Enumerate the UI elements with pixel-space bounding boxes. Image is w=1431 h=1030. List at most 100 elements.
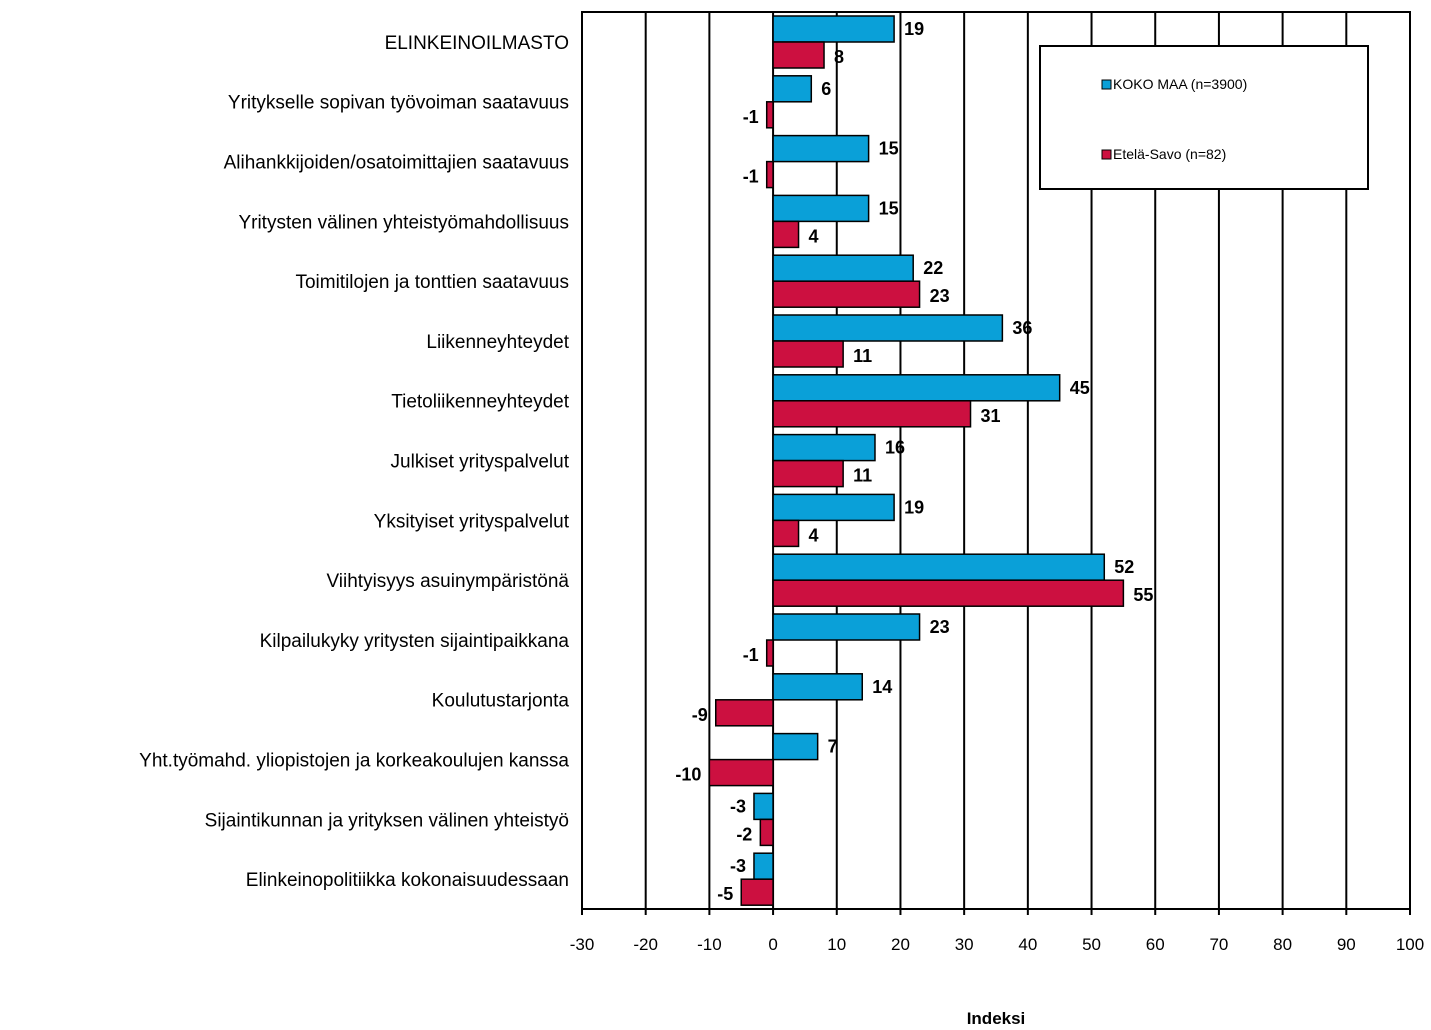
data-label: 16 [885, 438, 905, 458]
category-label: Koulutustarjonta [432, 691, 570, 712]
bar [753, 792, 774, 821]
legend-box [1039, 45, 1369, 190]
bar [772, 519, 800, 548]
data-label: 15 [879, 139, 899, 159]
data-label: 19 [904, 497, 924, 517]
category-label: Toimitilojen ja tonttien saatavuus [295, 272, 569, 293]
data-label: 45 [1070, 378, 1090, 398]
data-label: -3 [730, 796, 746, 816]
legend-label-etela-savo: Etelä-Savo (n=82) [1113, 146, 1226, 162]
data-label: -2 [736, 824, 752, 844]
data-label: -1 [743, 107, 759, 127]
category-labels: ELINKEINOILMASTO Yritykselle sopivan työv… [139, 33, 570, 891]
data-label: 15 [879, 198, 899, 218]
bar [772, 220, 800, 249]
data-label: 4 [809, 226, 819, 246]
category-label: Viihtyisyys asuinympäristönä [326, 571, 569, 592]
data-label: 7 [828, 737, 838, 757]
bar [772, 459, 844, 488]
x-tick-label: 80 [1273, 935, 1292, 954]
bar [765, 101, 774, 129]
bar [772, 314, 1004, 342]
bar [772, 280, 921, 308]
data-label: 31 [981, 406, 1001, 426]
category-label: Sijaintikunnan ja yrityksen välinen yhte… [205, 810, 569, 831]
data-label: -1 [743, 167, 759, 187]
data-labels: 19 6 15 15 22 36 45 16 19 52 23 14 7 -3 -3 8 -1 -1 4 23 11 31… [675, 19, 1153, 904]
x-tick-label: 0 [768, 935, 777, 954]
bar [708, 758, 774, 787]
category-label: Yht.työmahd. yliopistojen ja korkeakoulu… [139, 751, 569, 772]
x-tick-label: 60 [1146, 935, 1165, 954]
bar [772, 75, 813, 103]
category-label: Kilpailukyky yritysten sijaintipaikkana [260, 631, 570, 652]
bar [772, 134, 870, 163]
x-tick-label: 100 [1396, 935, 1424, 954]
bar [765, 639, 774, 667]
data-label: -3 [730, 856, 746, 876]
bars [708, 15, 1125, 906]
bar [753, 852, 774, 880]
bar [759, 818, 774, 847]
category-label: Yksityiset yrityspalvelut [374, 511, 570, 532]
legend-swatch-etela-savo [1101, 149, 1112, 160]
bar [740, 878, 774, 906]
x-tick-label: -10 [697, 935, 722, 954]
x-tick-label: -20 [633, 935, 658, 954]
bar [772, 732, 819, 761]
bar [772, 194, 870, 223]
data-label: 4 [809, 525, 819, 545]
x-tick-labels: -30 -20 -10 0 10 20 30 40 50 60 70 80 90 100 [570, 935, 1424, 954]
x-tick-label: 50 [1082, 935, 1101, 954]
x-tick-label: 20 [891, 935, 910, 954]
data-label: 23 [930, 617, 950, 637]
category-label: Julkiset yrityspalvelut [391, 452, 570, 473]
bar [772, 374, 1061, 402]
data-label: 11 [853, 346, 872, 366]
x-tick-label: 30 [955, 935, 974, 954]
data-label: 14 [872, 677, 892, 697]
bar [715, 699, 774, 727]
category-label: Tietoliikenneyhteydet [391, 392, 570, 413]
bar [772, 553, 1106, 581]
bar [772, 15, 895, 43]
x-tick-label: 40 [1018, 935, 1037, 954]
bar [772, 254, 914, 282]
x-tick-label: 10 [827, 935, 846, 954]
data-label: 55 [1133, 585, 1153, 605]
bar [772, 493, 895, 522]
category-label: Alihankkijoiden/osatoimittajien saatavuu… [224, 153, 569, 174]
data-label: -10 [675, 765, 701, 785]
data-label: 52 [1114, 557, 1134, 577]
data-label: 6 [821, 79, 831, 99]
category-label: Yritysten välinen yhteistyömahdollisuus [238, 212, 569, 233]
category-label: ELINKEINOILMASTO [385, 33, 569, 54]
bar [765, 160, 774, 189]
legend: KOKO MAA (n=3900) Etelä-Savo (n=82) [1039, 45, 1369, 190]
category-label: Yritykselle sopivan työvoiman saatavuus [228, 93, 569, 114]
x-tick-label: -30 [570, 935, 595, 954]
data-label: -5 [717, 884, 733, 904]
bar [772, 340, 844, 368]
data-label: -1 [743, 645, 759, 665]
plot-frame [581, 11, 1411, 910]
data-label: 19 [904, 19, 924, 39]
x-tick-label: 70 [1209, 935, 1228, 954]
bar [772, 41, 825, 69]
bar [772, 613, 921, 641]
data-label: 23 [930, 286, 950, 306]
data-label: 36 [1012, 318, 1032, 338]
data-label: 22 [923, 258, 943, 278]
bar [772, 433, 876, 462]
bar [772, 673, 863, 701]
data-label: 11 [853, 466, 872, 486]
x-tick-label: 90 [1337, 935, 1356, 954]
category-label: Elinkeinopolitiikka kokonaisuudessaan [246, 870, 569, 891]
data-label: 8 [834, 47, 844, 67]
data-label: -9 [692, 705, 708, 725]
bar [772, 579, 1125, 607]
category-label: Liikenneyhteydet [426, 332, 569, 353]
legend-swatch-koko-maa [1101, 79, 1112, 90]
x-axis-title: Indeksi [967, 1009, 1026, 1028]
